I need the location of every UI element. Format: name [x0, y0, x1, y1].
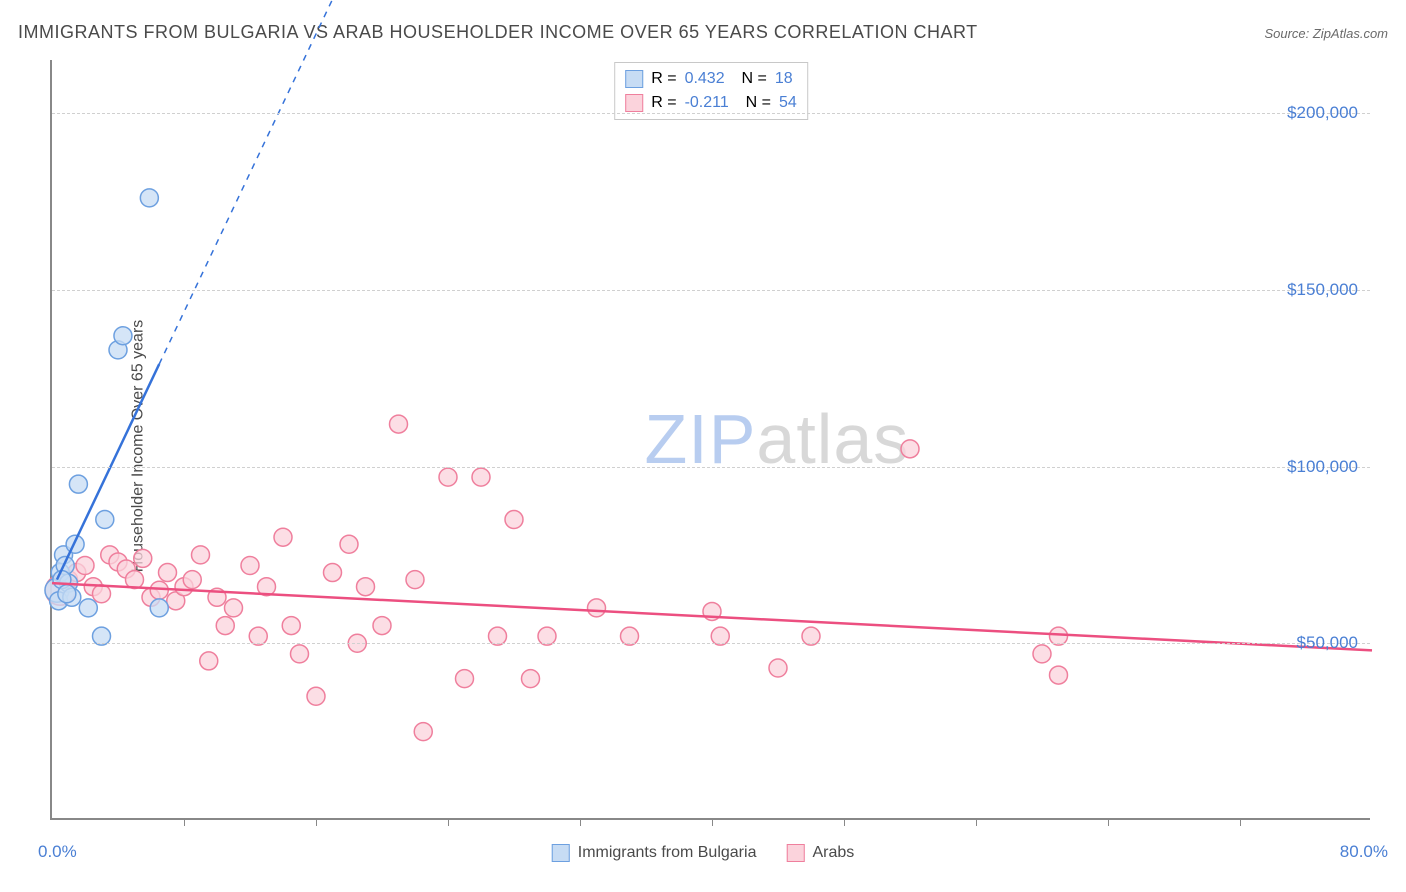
- legend-item-arabs: Arabs: [786, 844, 854, 862]
- data-point-arabs: [439, 468, 457, 486]
- data-point-arabs: [225, 599, 243, 617]
- series-legend: Immigrants from Bulgaria Arabs: [552, 844, 855, 862]
- x-tick: [976, 818, 977, 826]
- data-point-arabs: [901, 440, 919, 458]
- data-point-arabs: [159, 564, 177, 582]
- data-point-arabs: [769, 659, 787, 677]
- legend-label-bulgaria: Immigrants from Bulgaria: [578, 844, 757, 862]
- chart-title: IMMIGRANTS FROM BULGARIA VS ARAB HOUSEHO…: [18, 22, 978, 43]
- x-tick: [844, 818, 845, 826]
- y-tick-label: $50,000: [1297, 633, 1358, 653]
- data-point-bulgaria: [69, 475, 87, 493]
- data-point-arabs: [472, 468, 490, 486]
- data-point-arabs: [1033, 645, 1051, 663]
- data-point-arabs: [373, 617, 391, 635]
- data-point-arabs: [390, 415, 408, 433]
- data-point-arabs: [357, 578, 375, 596]
- data-point-arabs: [241, 556, 259, 574]
- data-point-arabs: [291, 645, 309, 663]
- x-tick: [184, 818, 185, 826]
- data-point-arabs: [274, 528, 292, 546]
- y-tick-label: $150,000: [1287, 280, 1358, 300]
- x-tick: [1108, 818, 1109, 826]
- data-point-arabs: [192, 546, 210, 564]
- x-tick: [580, 818, 581, 826]
- data-point-bulgaria: [79, 599, 97, 617]
- data-point-arabs: [340, 535, 358, 553]
- data-point-arabs: [200, 652, 218, 670]
- x-tick: [712, 818, 713, 826]
- data-point-arabs: [150, 581, 168, 599]
- data-point-arabs: [307, 687, 325, 705]
- swatch-bulgaria-bottom: [552, 844, 570, 862]
- legend-item-bulgaria: Immigrants from Bulgaria: [552, 844, 757, 862]
- data-point-arabs: [505, 511, 523, 529]
- x-tick: [316, 818, 317, 826]
- gridline: [52, 643, 1370, 644]
- data-point-arabs: [588, 599, 606, 617]
- data-point-bulgaria: [114, 327, 132, 345]
- data-point-arabs: [324, 564, 342, 582]
- y-tick-label: $100,000: [1287, 457, 1358, 477]
- x-tick: [448, 818, 449, 826]
- gridline: [52, 467, 1370, 468]
- plot-area: ZIPatlas R = 0.432 N = 18 R = -0.211 N =…: [50, 60, 1370, 820]
- data-point-arabs: [522, 670, 540, 688]
- data-point-arabs: [76, 556, 94, 574]
- data-point-bulgaria: [96, 511, 114, 529]
- data-point-bulgaria: [140, 189, 158, 207]
- data-point-arabs: [406, 571, 424, 589]
- data-point-arabs: [1050, 666, 1068, 684]
- data-point-arabs: [216, 617, 234, 635]
- x-tick: [1240, 818, 1241, 826]
- data-point-arabs: [134, 549, 152, 567]
- data-point-arabs: [282, 617, 300, 635]
- x-axis-min-label: 0.0%: [38, 842, 77, 862]
- swatch-arabs-bottom: [786, 844, 804, 862]
- data-point-bulgaria: [150, 599, 168, 617]
- data-point-arabs: [93, 585, 111, 603]
- x-axis-max-label: 80.0%: [1340, 842, 1388, 862]
- data-point-arabs: [414, 723, 432, 741]
- gridline: [52, 113, 1370, 114]
- data-point-arabs: [183, 571, 201, 589]
- source-attribution: Source: ZipAtlas.com: [1264, 26, 1388, 41]
- chart-svg: [52, 60, 1370, 818]
- data-point-arabs: [456, 670, 474, 688]
- gridline: [52, 290, 1370, 291]
- data-point-bulgaria: [58, 585, 76, 603]
- legend-label-arabs: Arabs: [812, 844, 854, 862]
- y-tick-label: $200,000: [1287, 103, 1358, 123]
- trendline-bulgaria-extrapolated: [159, 0, 349, 364]
